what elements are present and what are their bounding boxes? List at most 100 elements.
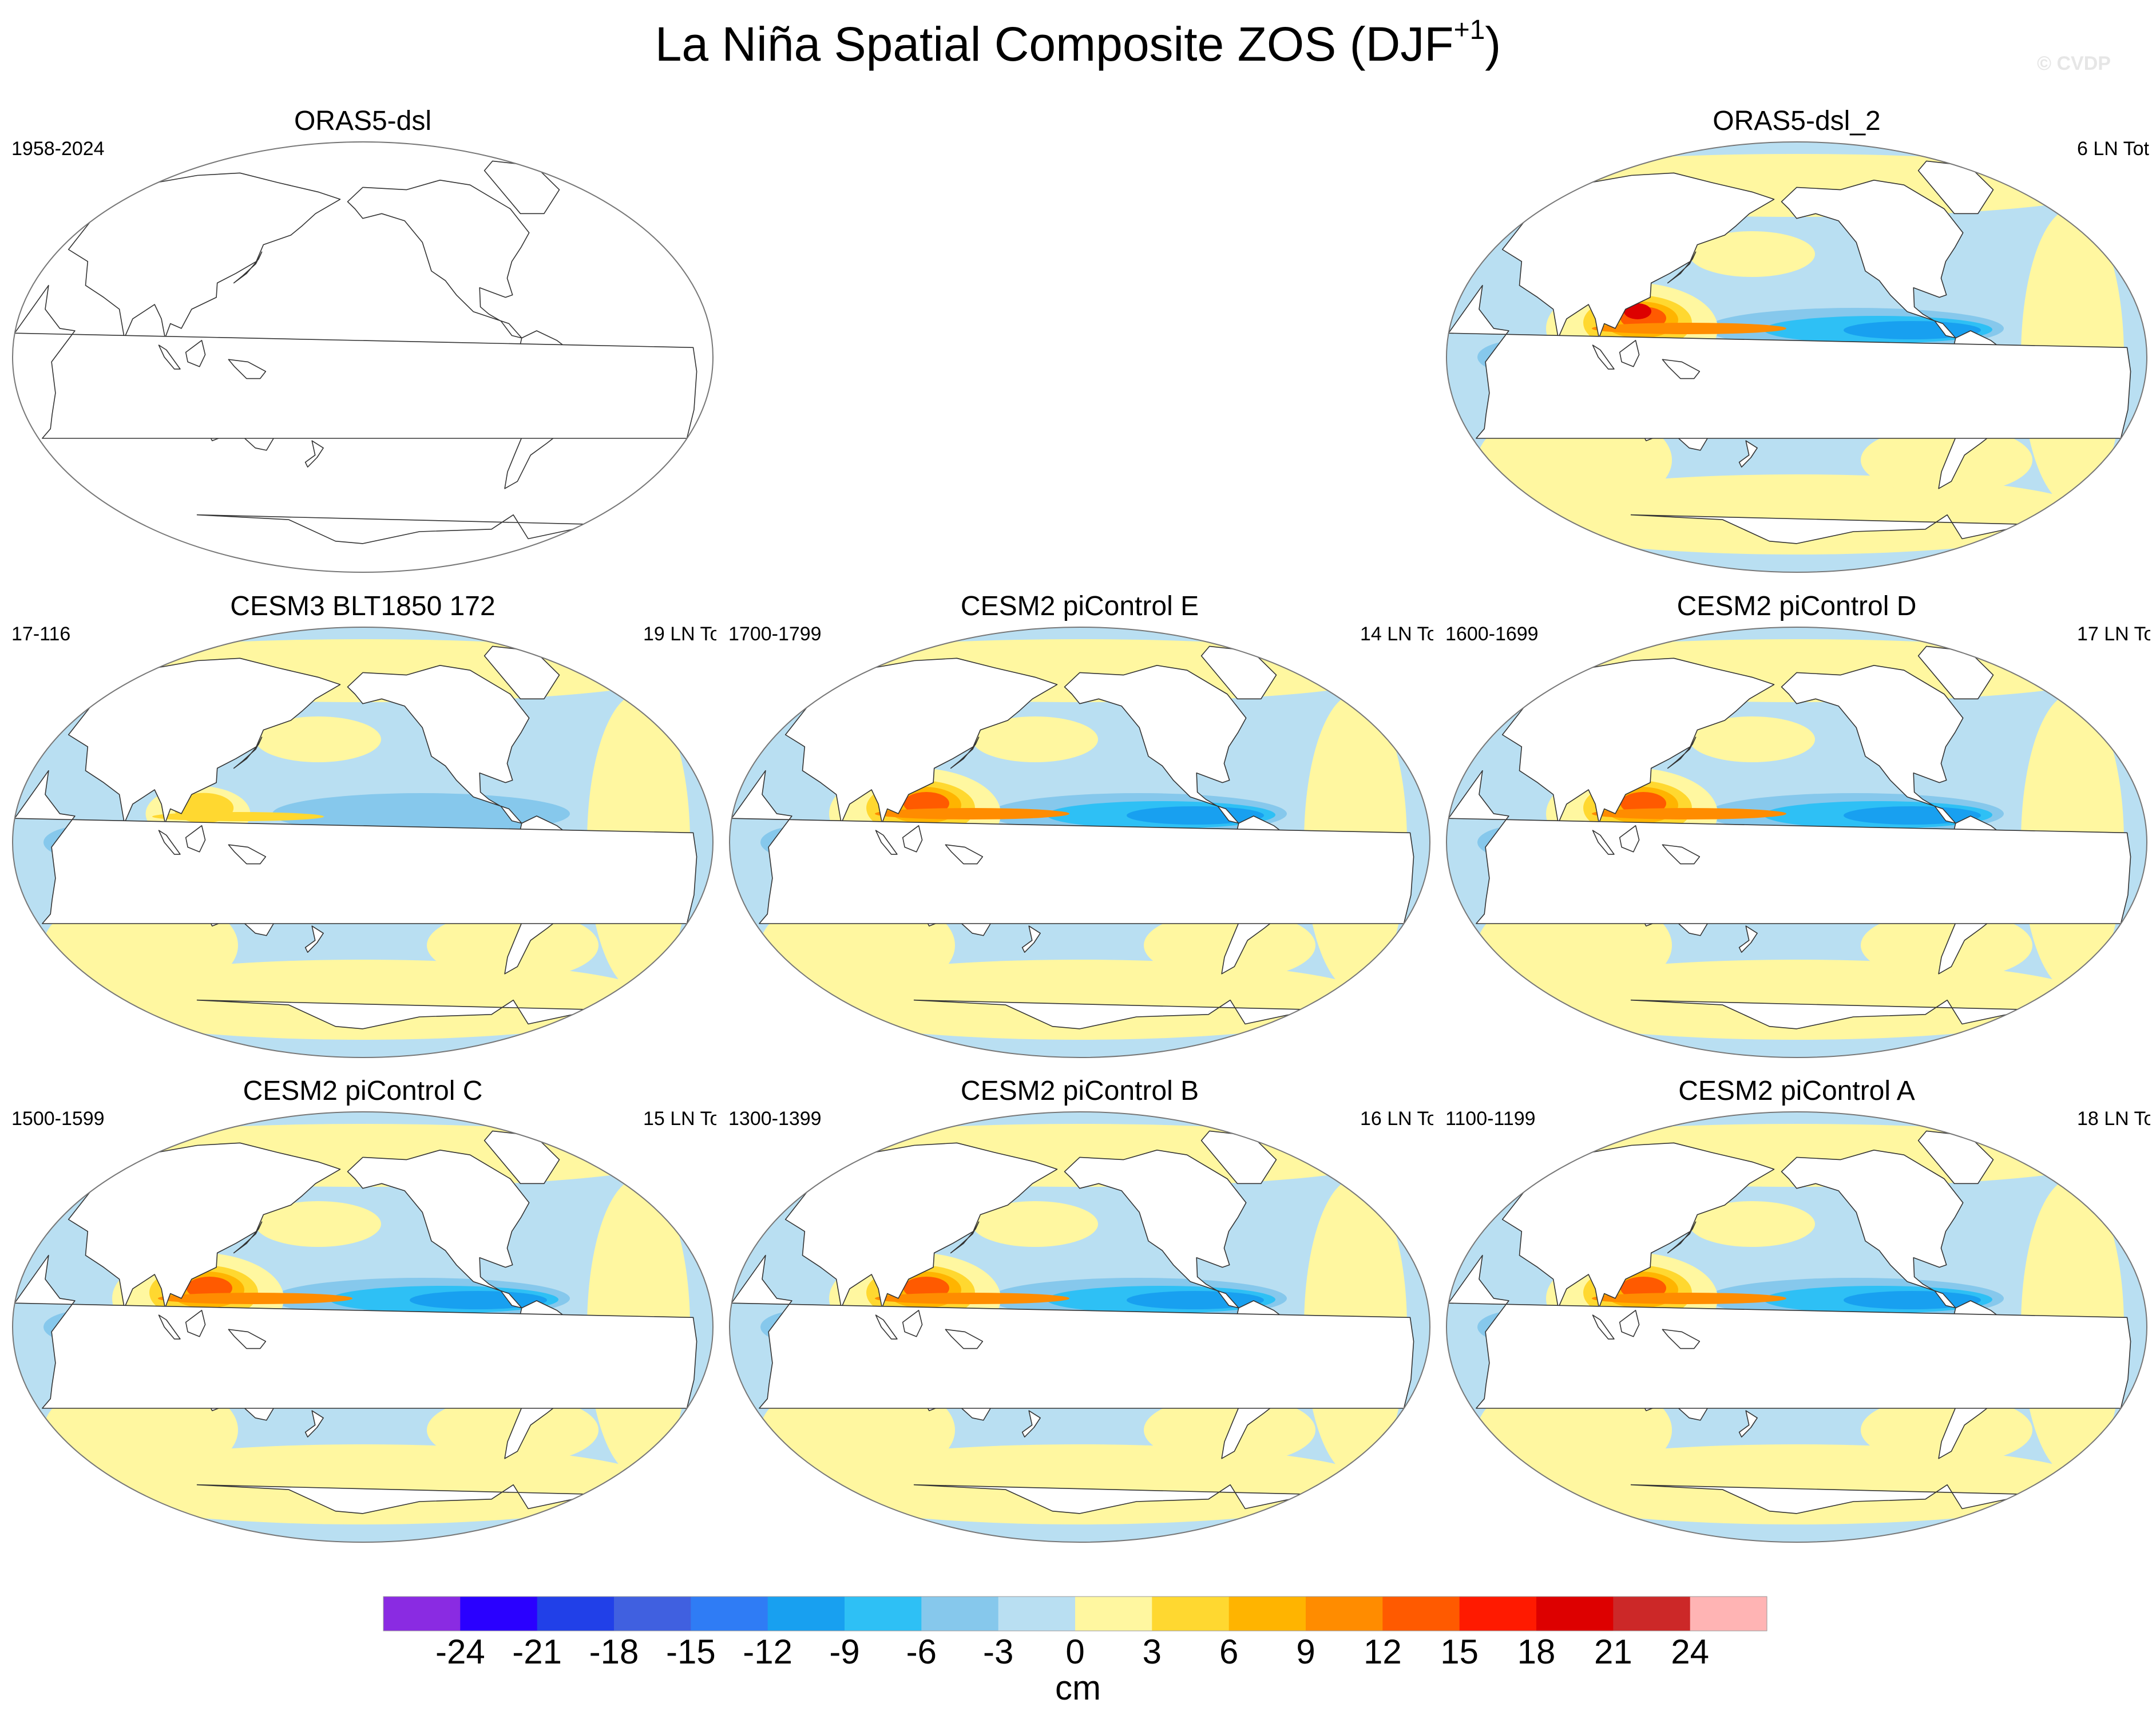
colorbar-tick-label: 24 [1671, 1633, 1710, 1671]
colorbar-box [614, 1597, 691, 1631]
colorbar-box [1075, 1597, 1152, 1631]
colorbar-frame [383, 1596, 1767, 1631]
continent-sumatra [875, 830, 898, 855]
colorbar-box [845, 1597, 922, 1631]
continent-borneo [185, 825, 206, 853]
continent-japan [1667, 1221, 1697, 1254]
continent-africa-east [1448, 284, 2131, 439]
equatorial-positive-tongue [158, 1293, 352, 1304]
panel-period-label: 1958-2024 [11, 138, 105, 160]
map-border [1446, 627, 2147, 1058]
panel-event-count-label: 17 LN Tot [2077, 623, 2150, 645]
map-panel: CESM2 piControl E 1700-1799 14 LN Tot [726, 589, 1433, 1059]
colorbar-tick-label: 0 [1065, 1633, 1085, 1671]
map-panel: CESM2 piControl A 1100-1199 18 LN Tot [1443, 1074, 2150, 1543]
panel-period-label: 1600-1699 [1445, 623, 1539, 645]
continent-north-america [1781, 1150, 1964, 1309]
continent-new-zealand [1021, 925, 1041, 953]
colorbar-tick-label: -18 [589, 1633, 639, 1671]
robinson-map [12, 627, 714, 1058]
colorbar-box [998, 1597, 1076, 1631]
colorbar-tick-label: 12 [1363, 1633, 1402, 1671]
continent-north-america [347, 180, 530, 339]
continent-japan [233, 251, 263, 284]
colorbar-tick-label: -15 [665, 1633, 716, 1671]
continent-japan [950, 1221, 980, 1254]
continent-asia [784, 658, 1058, 824]
continent-new-guinea [228, 844, 267, 865]
north-pacific-patch [972, 1201, 1098, 1247]
map-panel: ORAS5-dsl_2 6 LN Tot [1443, 104, 2150, 573]
continent-north-america [1781, 180, 1964, 339]
continent-africa-east [14, 770, 697, 924]
continent-africa-east [731, 770, 1414, 924]
continent-sumatra [158, 830, 181, 855]
continent-new-guinea [945, 844, 984, 865]
panel-title: CESM2 piControl D [1677, 591, 1917, 621]
robinson-map [1446, 1111, 2147, 1543]
figure-title: La Niña Spatial Composite ZOS (DJF+1) [655, 15, 1501, 72]
colorbar-box [691, 1597, 768, 1631]
panel-event-count-label: 18 LN Tot [2077, 1108, 2150, 1130]
map-panel: CESM2 piControl D 1600-1699 17 LN Tot [1443, 589, 2150, 1059]
continent-asia [68, 1142, 341, 1309]
colorbar-box [1690, 1597, 1767, 1631]
continent-new-guinea [1662, 359, 1701, 379]
panel-event-count-label: 15 LN Tot [643, 1108, 716, 1130]
continent-asia [1501, 1142, 1775, 1309]
panel-event-count-label: 6 LN Tot [2077, 138, 2150, 160]
continent-asia [68, 658, 341, 824]
colorbar-tick-label: 6 [1219, 1633, 1239, 1671]
colorbar-tick-label: -3 [982, 1633, 1014, 1671]
panel-title: CESM2 piControl B [960, 1076, 1199, 1106]
panel-title: CESM3 BLT1850 172 [230, 591, 496, 621]
map-border [729, 627, 1430, 1058]
equatorial-positive-tongue [1592, 808, 1786, 819]
map-border [12, 141, 714, 573]
east-pacific-negative-mid [330, 801, 558, 829]
colorbar-box [1459, 1597, 1537, 1631]
equatorial-positive-tongue [152, 812, 324, 821]
north-pacific-patch [1689, 231, 1815, 277]
panel-title: ORAS5-dsl_2 [1713, 106, 1881, 136]
colorbar-box [1228, 1597, 1306, 1631]
panel-event-count-label: 16 LN Tot [1360, 1108, 1433, 1130]
map-border [12, 627, 714, 1058]
continent-asia [68, 172, 341, 339]
continent-new-guinea [228, 359, 267, 379]
panel-event-count-label: 19 LN Tot [643, 623, 716, 645]
continent-borneo [185, 1310, 206, 1337]
continent-north-america [1781, 665, 1964, 824]
colorbar-tick-label: 3 [1142, 1633, 1162, 1671]
colorbar-box [1613, 1597, 1691, 1631]
continent-new-guinea [1662, 1329, 1701, 1349]
continent-japan [950, 736, 980, 769]
panel-period-label: 1700-1799 [728, 623, 822, 645]
south-positive-belt [782, 1444, 1377, 1524]
continent-new-zealand [304, 925, 324, 953]
continent-sumatra [875, 1314, 898, 1340]
colorbar-tick-label: -12 [743, 1633, 793, 1671]
continent-new-zealand [1021, 1410, 1041, 1437]
map-border [1446, 141, 2147, 573]
continent-africa-east [731, 1254, 1414, 1409]
map-border [729, 1111, 1430, 1543]
continent-new-zealand [1738, 925, 1758, 953]
continent-borneo [902, 825, 923, 853]
equatorial-positive-tongue [1592, 1293, 1786, 1304]
continent-japan [1667, 251, 1697, 284]
colorbar-box [383, 1597, 461, 1631]
robinson-map [12, 1111, 714, 1543]
south-positive-belt [782, 960, 1377, 1040]
panel-title: CESM2 piControl A [1678, 1076, 1915, 1106]
continent-borneo [1619, 825, 1640, 853]
map-panel: CESM2 piControl B 1300-1399 16 LN Tot [726, 1074, 1433, 1543]
equatorial-positive-tongue [875, 808, 1069, 819]
continent-borneo [1619, 1310, 1640, 1337]
continent-japan [233, 1221, 263, 1254]
colorbar-box [537, 1597, 615, 1631]
copyright-watermark: © CVDP [2037, 53, 2111, 74]
equatorial-positive-tongue [875, 1293, 1069, 1304]
robinson-map [1446, 627, 2147, 1058]
colorbar-box [1536, 1597, 1614, 1631]
